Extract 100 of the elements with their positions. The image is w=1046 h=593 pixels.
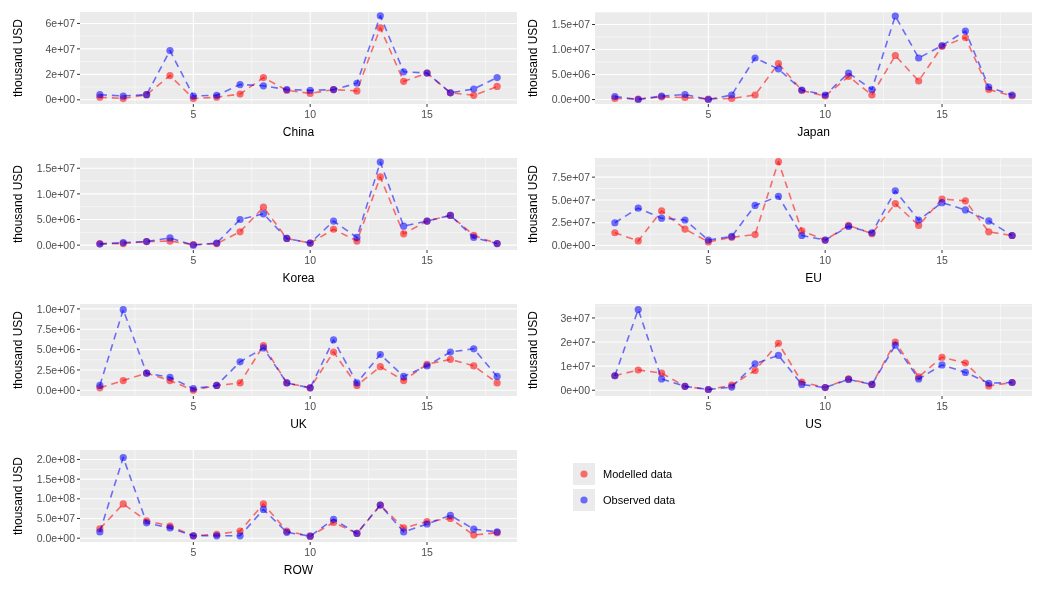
point	[329, 348, 338, 356]
x-tick-label: 15	[421, 254, 434, 266]
x-tick-label: 15	[936, 400, 949, 412]
point	[446, 355, 454, 363]
point	[961, 359, 969, 367]
point	[774, 351, 783, 359]
point	[119, 306, 127, 314]
point	[961, 197, 969, 205]
point	[470, 525, 478, 533]
point	[634, 204, 642, 212]
point	[236, 228, 244, 236]
y-tick-label: 0.0e+00	[36, 383, 76, 396]
x-axis-title: ROW	[283, 563, 314, 577]
point	[376, 350, 384, 359]
point	[658, 375, 666, 383]
legend-label: Modelled data	[603, 467, 673, 480]
point	[798, 231, 806, 240]
point	[470, 85, 478, 93]
x-tick-label: 15	[421, 400, 434, 412]
point	[891, 199, 899, 208]
point	[353, 233, 361, 242]
x-axis-title: EU	[805, 271, 822, 285]
point	[915, 216, 923, 224]
point	[400, 77, 408, 85]
y-axis-title: thousand USD	[526, 18, 540, 98]
point	[915, 221, 923, 230]
point	[891, 12, 899, 20]
point	[611, 229, 619, 237]
y-tick-label: 2.5e+06	[36, 363, 76, 376]
point	[446, 511, 454, 519]
x-tick-label: 15	[421, 108, 434, 120]
point	[751, 91, 759, 99]
point	[329, 336, 338, 344]
point	[938, 353, 946, 361]
point	[470, 345, 478, 353]
y-tick-label: 5.0e+06	[36, 213, 76, 226]
point	[658, 214, 666, 222]
point	[493, 82, 501, 91]
point	[259, 505, 268, 514]
y-axis-title: thousand USD	[526, 164, 540, 244]
y-tick-label: 6e+07	[45, 17, 76, 30]
point	[329, 225, 338, 233]
point	[259, 82, 268, 90]
point	[470, 362, 478, 370]
y-axis-title: thousand USD	[11, 456, 25, 536]
y-axis-title: thousand USD	[11, 18, 25, 98]
point	[961, 368, 969, 376]
point	[634, 305, 642, 314]
x-axis-title: Korea	[282, 271, 315, 285]
point	[353, 87, 361, 95]
x-tick-label: 10	[819, 254, 832, 266]
point	[236, 80, 244, 89]
point	[938, 199, 946, 207]
y-tick-label: 7.5e+06	[36, 322, 76, 335]
point	[400, 528, 408, 536]
point	[493, 73, 501, 82]
point	[774, 339, 783, 347]
point	[751, 230, 759, 239]
point	[259, 73, 268, 82]
y-tick-label: 0e+00	[560, 383, 591, 396]
point	[985, 228, 993, 236]
point	[236, 379, 244, 387]
y-tick-label: 0.0e+00	[36, 531, 76, 544]
point	[376, 12, 384, 20]
point	[400, 68, 408, 76]
y-tick-label: 1.0e+08	[36, 492, 76, 505]
y-tick-label: 1.0e+07	[36, 302, 76, 315]
y-tick-label: 2.0e+08	[36, 453, 76, 466]
point	[166, 373, 174, 381]
y-tick-label: 1.0e+07	[551, 43, 591, 56]
point	[236, 215, 244, 224]
point	[891, 51, 899, 60]
point	[961, 33, 969, 42]
y-tick-label: 0.0e+00	[551, 93, 591, 106]
x-tick-label: 5	[190, 254, 197, 266]
x-tick-label: 10	[304, 108, 317, 120]
point	[961, 27, 969, 35]
x-tick-label: 10	[819, 400, 832, 412]
y-axis-title: thousand USD	[11, 164, 25, 244]
y-tick-label: 2e+07	[560, 335, 591, 348]
y-tick-label: 1.0e+07	[36, 187, 76, 200]
point	[961, 206, 969, 214]
point	[774, 192, 783, 200]
point	[259, 210, 268, 218]
x-tick-label: 15	[936, 108, 949, 120]
point	[166, 46, 174, 55]
x-tick-label: 10	[819, 108, 832, 120]
point	[166, 72, 174, 80]
x-axis-title: China	[282, 125, 315, 139]
point	[329, 515, 338, 523]
y-tick-label: 0e+00	[45, 93, 76, 106]
x-axis-title: Japan	[797, 125, 830, 139]
x-tick-label: 10	[304, 546, 317, 558]
point	[938, 361, 946, 369]
x-axis-title: UK	[290, 417, 307, 431]
y-tick-label: 0.0e+00	[36, 238, 76, 251]
x-tick-label: 5	[705, 254, 712, 266]
point	[236, 532, 244, 540]
point	[844, 69, 853, 77]
point	[681, 216, 689, 224]
